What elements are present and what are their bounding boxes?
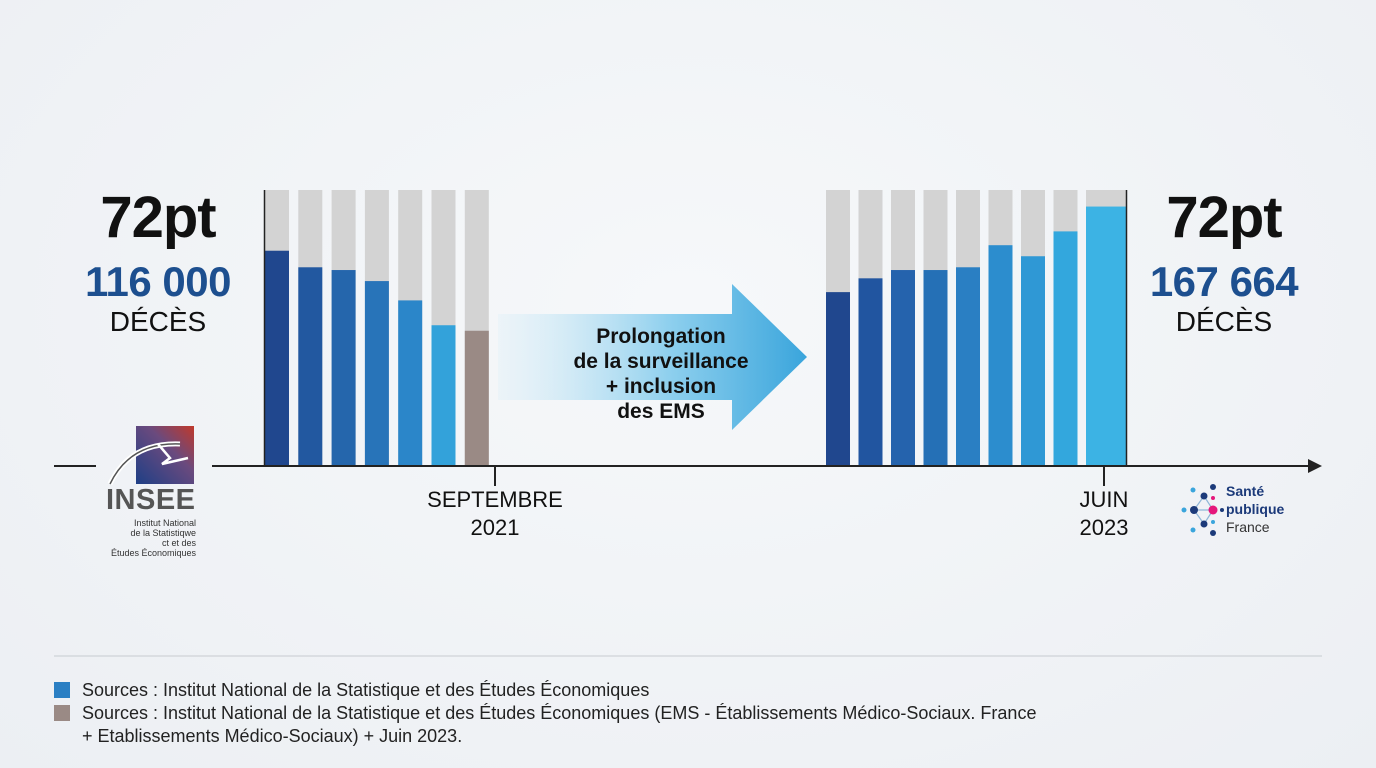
- tick-label-june-line1: JUIN: [1079, 487, 1129, 512]
- insee-subtitle-4: Études Économiques: [110, 548, 196, 558]
- legend-swatch-taupe: [54, 705, 70, 721]
- left-bar-3: [331, 270, 356, 466]
- spf-logo-line3: France: [1226, 519, 1270, 535]
- left-bar-4: [364, 281, 389, 466]
- annotation-line-2: de la surveillance: [573, 350, 749, 373]
- left-unit: DÉCÈS: [109, 306, 207, 337]
- spf-logo-line1: Santé: [1226, 483, 1265, 499]
- left-bar-2: [298, 267, 323, 466]
- timeline-arrowhead: [1308, 459, 1322, 473]
- right-bars: [826, 190, 1126, 466]
- insee-logo-subtitle: Institut National de la Statistiqwe ct e…: [100, 518, 196, 558]
- tick-label-june-line2: 2023: [1079, 515, 1129, 540]
- legend-swatch-blue: [54, 682, 70, 698]
- spf-logo: Santé publique France: [1180, 478, 1310, 540]
- arrow-shape: [498, 284, 807, 430]
- left-bars: [265, 190, 489, 466]
- annotation-line-3: + inclusion: [605, 375, 717, 398]
- spf-dots-icon: [1181, 484, 1224, 536]
- right-bar-6: [988, 245, 1013, 466]
- right-bar-8: [1053, 231, 1078, 466]
- left-bar-7: [464, 330, 489, 466]
- right-bar-2: [858, 278, 883, 466]
- arrow-annotation: Prolongation de la surveillance + inclus…: [556, 324, 766, 424]
- insee-subtitle-3: ct et des: [161, 538, 196, 548]
- left-headline: 72pt: [100, 185, 216, 250]
- legend-text-insee: Sources : Institut National de la Statis…: [82, 680, 650, 700]
- right-headline: 72pt: [1166, 185, 1282, 250]
- legend-item-insee: Sources : Institut National de la Statis…: [54, 679, 1314, 703]
- left-bar-5: [398, 300, 423, 466]
- tick-label-september-line2: 2021: [470, 515, 520, 540]
- tick-label-september: SEPTEMBRE 2021: [405, 486, 585, 542]
- tick-label-june: JUIN 2023: [1044, 486, 1164, 542]
- right-bar-1: [826, 292, 850, 466]
- right-bar-3: [891, 270, 915, 466]
- annotation-line-1: Prolongation: [596, 325, 726, 348]
- right-bar-5: [956, 267, 980, 466]
- spf-logo-line2: publique: [1226, 501, 1285, 517]
- right-unit: DÉCÈS: [1175, 306, 1273, 337]
- legend-item-ems: Sources : Institut National de la Statis…: [54, 702, 1314, 748]
- insee-logo: INSEE Institut National de la Statistiqw…: [100, 424, 210, 560]
- insee-subtitle-1: Institut National: [133, 518, 196, 528]
- left-bar-6: [431, 325, 456, 466]
- left-bar-1: [265, 250, 289, 466]
- right-bar-9: [1086, 206, 1126, 466]
- right-bar-7: [1021, 256, 1045, 466]
- right-bar-4: [923, 270, 948, 466]
- insee-logo-name: INSEE: [106, 484, 196, 516]
- insee-emblem-icon: [107, 426, 194, 486]
- annotation-line-4: des EMS: [617, 400, 705, 423]
- legend-text-ems: Sources : Institut National de la Statis…: [82, 703, 1037, 723]
- insee-subtitle-2: de la Statistiqwe: [130, 528, 196, 538]
- left-total: 116 000: [84, 258, 232, 305]
- right-total: 167 664: [1149, 258, 1299, 305]
- tick-label-september-line1: SEPTEMBRE: [427, 487, 563, 512]
- legend-text-ems-cont: + Etablissements Médico-Sociaux) + Juin …: [82, 726, 463, 746]
